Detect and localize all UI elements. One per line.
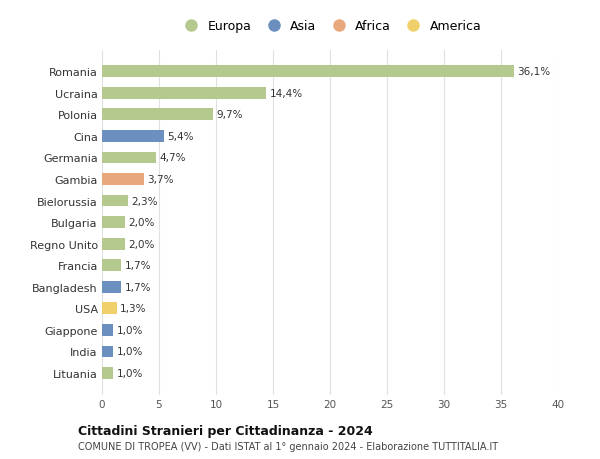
Text: COMUNE DI TROPEA (VV) - Dati ISTAT al 1° gennaio 2024 - Elaborazione TUTTITALIA.: COMUNE DI TROPEA (VV) - Dati ISTAT al 1°… — [78, 441, 498, 451]
Bar — [102, 346, 113, 358]
Text: 1,3%: 1,3% — [120, 304, 147, 313]
Text: 4,7%: 4,7% — [159, 153, 185, 163]
Bar — [102, 131, 164, 142]
Bar — [102, 217, 125, 229]
Bar — [102, 195, 128, 207]
Text: Cittadini Stranieri per Cittadinanza - 2024: Cittadini Stranieri per Cittadinanza - 2… — [78, 424, 373, 437]
Bar — [102, 238, 125, 250]
Bar — [102, 66, 514, 78]
Text: 9,7%: 9,7% — [216, 110, 242, 120]
Bar — [102, 324, 113, 336]
Bar — [102, 109, 212, 121]
Legend: Europa, Asia, Africa, America: Europa, Asia, Africa, America — [173, 16, 487, 39]
Text: 2,3%: 2,3% — [131, 196, 158, 206]
Text: 5,4%: 5,4% — [167, 132, 193, 141]
Bar — [102, 152, 155, 164]
Text: 2,0%: 2,0% — [128, 218, 155, 228]
Text: 1,0%: 1,0% — [117, 347, 143, 357]
Text: 1,7%: 1,7% — [125, 261, 151, 271]
Text: 1,0%: 1,0% — [117, 325, 143, 335]
Text: 1,0%: 1,0% — [117, 368, 143, 378]
Bar — [102, 303, 117, 314]
Text: 2,0%: 2,0% — [128, 239, 155, 249]
Text: 1,7%: 1,7% — [125, 282, 151, 292]
Bar — [102, 281, 121, 293]
Bar — [102, 260, 121, 272]
Bar — [102, 367, 113, 379]
Text: 36,1%: 36,1% — [517, 67, 550, 77]
Bar — [102, 174, 144, 185]
Text: 14,4%: 14,4% — [269, 89, 303, 99]
Text: 3,7%: 3,7% — [148, 174, 174, 185]
Bar — [102, 88, 266, 100]
